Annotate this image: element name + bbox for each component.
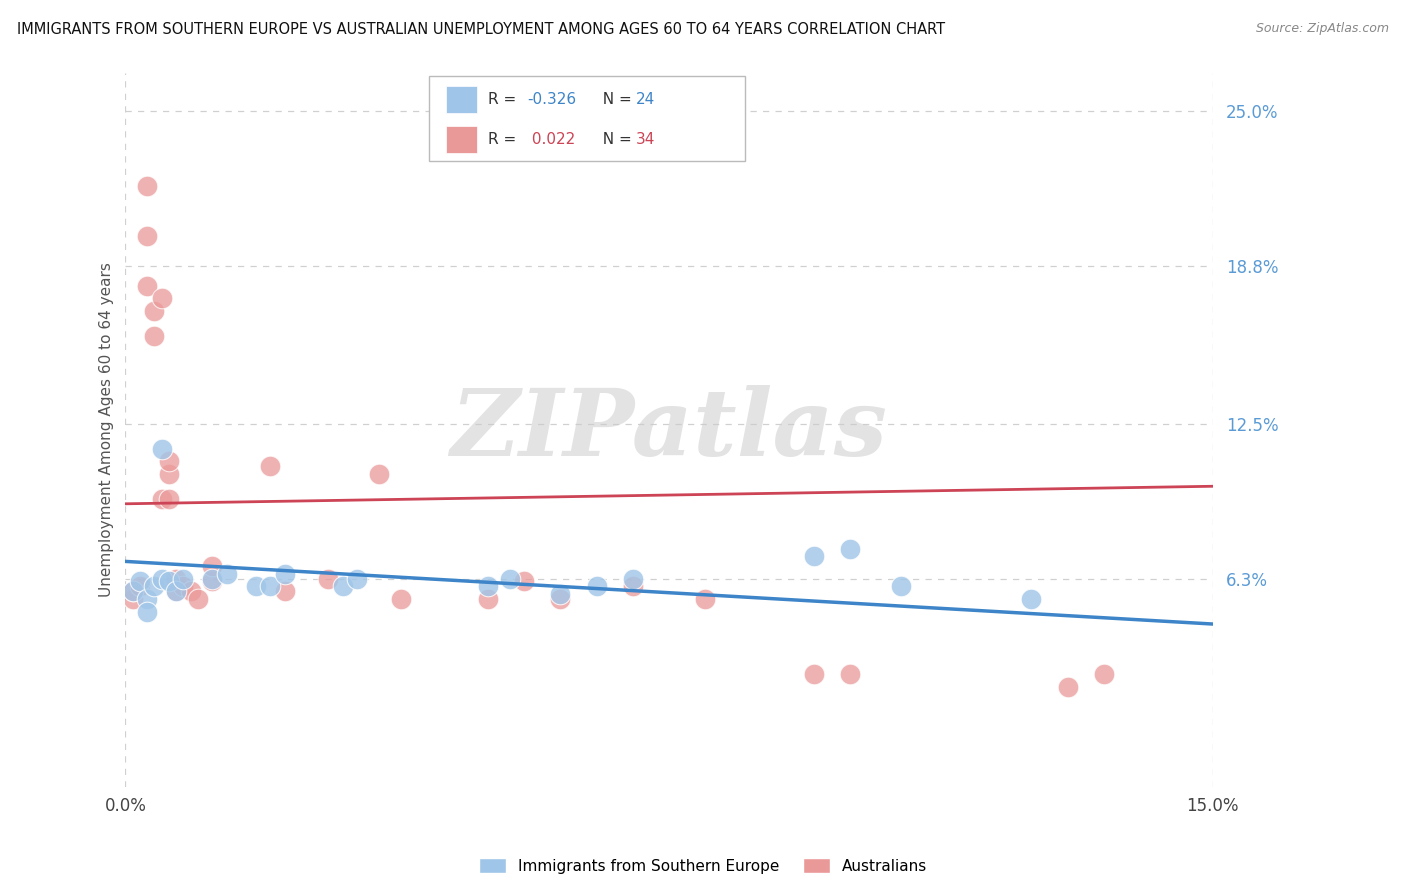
Point (150, 292, 173, 306)
Point (803, 667, 825, 681)
Legend: Immigrants from Southern Europe, Australians: Immigrants from Southern Europe, Austral… (472, 852, 934, 880)
Text: 34: 34 (636, 132, 655, 147)
Text: Source: ZipAtlas.com: Source: ZipAtlas.com (1256, 22, 1389, 36)
Point (803, 549, 825, 564)
Point (368, 467, 391, 481)
Point (121, 584, 143, 599)
Point (259, 579, 281, 593)
Y-axis label: Unemployment Among Ages 60 to 64 years: Unemployment Among Ages 60 to 64 years (100, 262, 114, 598)
Text: 0.022: 0.022 (527, 132, 575, 147)
Point (274, 584, 297, 599)
Point (121, 584, 143, 599)
Point (585, 579, 607, 593)
Point (332, 579, 354, 593)
Point (318, 572, 340, 586)
Point (129, 579, 152, 593)
Point (136, 278, 159, 293)
Point (274, 566, 297, 581)
Point (201, 572, 224, 586)
Point (136, 228, 159, 243)
Point (1056, 680, 1078, 694)
Point (157, 574, 180, 589)
Point (245, 579, 267, 593)
Text: ZIPatlas: ZIPatlas (450, 385, 887, 475)
Point (165, 584, 187, 599)
Point (346, 572, 368, 586)
Point (157, 454, 180, 468)
Point (165, 584, 187, 599)
Point (180, 584, 202, 599)
Point (1092, 667, 1115, 681)
Text: -0.326: -0.326 (527, 92, 576, 107)
Text: R =: R = (488, 132, 522, 147)
Point (157, 491, 180, 506)
Text: IMMIGRANTS FROM SOUTHERN EUROPE VS AUSTRALIAN UNEMPLOYMENT AMONG AGES 60 TO 64 Y: IMMIGRANTS FROM SOUTHERN EUROPE VS AUSTR… (17, 22, 945, 37)
Point (839, 541, 862, 556)
Point (165, 572, 187, 586)
Point (1021, 592, 1043, 607)
Point (143, 579, 166, 593)
Point (477, 592, 499, 607)
Point (136, 605, 159, 619)
Point (201, 574, 224, 589)
Text: N =: N = (593, 92, 637, 107)
Point (513, 574, 536, 589)
Point (129, 574, 152, 589)
Point (550, 587, 572, 601)
Point (136, 592, 159, 607)
Point (121, 592, 143, 607)
Point (389, 592, 412, 607)
Point (259, 459, 281, 474)
Point (498, 572, 520, 586)
Text: R =: R = (488, 92, 522, 107)
Point (172, 579, 194, 593)
Point (550, 592, 572, 607)
Point (172, 572, 194, 586)
Point (215, 566, 238, 581)
Point (157, 467, 180, 481)
Point (150, 491, 173, 506)
Point (839, 667, 862, 681)
Point (150, 572, 173, 586)
Point (143, 329, 166, 343)
Point (143, 304, 166, 318)
Point (187, 592, 209, 607)
Point (150, 442, 173, 456)
Point (136, 178, 159, 193)
Text: 24: 24 (636, 92, 655, 107)
Point (621, 572, 644, 586)
Point (890, 579, 912, 593)
Point (621, 579, 644, 593)
Point (201, 559, 224, 574)
Point (477, 579, 499, 593)
Text: N =: N = (593, 132, 637, 147)
Point (695, 592, 717, 607)
